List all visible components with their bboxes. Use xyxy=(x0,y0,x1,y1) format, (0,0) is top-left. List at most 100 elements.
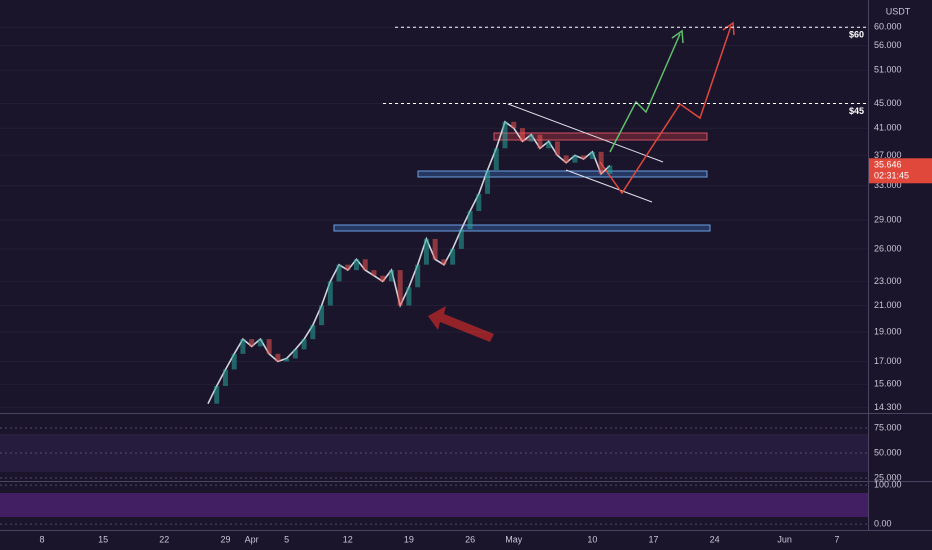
candle-body xyxy=(607,165,613,174)
y-tick-label: 100.00 xyxy=(874,479,902,489)
x-tick-label: 29 xyxy=(220,534,230,544)
countdown-label: 02:31:45 xyxy=(874,171,909,181)
candle-body xyxy=(380,275,386,282)
arrow-head xyxy=(671,29,684,44)
x-tick-label: 5 xyxy=(284,534,289,544)
y-tick-label: 56.000 xyxy=(874,40,902,50)
candle-body xyxy=(537,134,543,149)
candle-body xyxy=(406,287,412,306)
candle-body xyxy=(441,259,447,265)
candle-body xyxy=(423,238,429,265)
y-tick-label: 75.000 xyxy=(874,422,902,432)
y-tick-label: 33.000 xyxy=(874,180,902,190)
y-tick-label: 14.300 xyxy=(874,402,902,412)
y-tick-label: 45.000 xyxy=(874,98,902,108)
y-tick-label: 15.600 xyxy=(874,379,902,389)
y-tick-label: 60.000 xyxy=(874,22,902,32)
x-tick-label: 10 xyxy=(587,534,597,544)
candle-body xyxy=(554,141,560,156)
channel-line xyxy=(507,103,664,163)
x-tick-label: 22 xyxy=(159,534,169,544)
candle-body xyxy=(450,248,456,265)
y-tick-label: 25.000 xyxy=(874,472,902,482)
candle-body xyxy=(257,339,263,347)
candle-body xyxy=(292,349,298,359)
candle-body xyxy=(354,259,360,271)
x-tick-label: Apr xyxy=(245,534,259,544)
x-tick-label: 15 xyxy=(98,534,108,544)
candle-body xyxy=(476,193,482,211)
candle-body xyxy=(432,238,438,260)
price-line xyxy=(207,120,611,405)
y-tick-label: 21.000 xyxy=(874,300,902,310)
x-tick-label: May xyxy=(505,534,523,544)
y-tick-label: 51.000 xyxy=(874,65,902,75)
candle-body xyxy=(581,155,587,160)
y-tick-label: 26.000 xyxy=(874,243,902,253)
last-price-label: 35.646 xyxy=(874,160,902,170)
candle-body xyxy=(458,229,464,249)
candle-body xyxy=(266,339,272,354)
candle-body xyxy=(319,305,325,326)
y-tick-label: 29.000 xyxy=(874,214,902,224)
candle-body xyxy=(467,210,473,230)
last-price-tag xyxy=(869,158,932,184)
candle-body xyxy=(511,121,517,129)
candle-body xyxy=(371,270,377,276)
candle-body xyxy=(598,151,604,174)
support-zone xyxy=(333,224,711,232)
candle-body xyxy=(388,270,394,282)
unit-label: USDT xyxy=(886,6,911,16)
x-tick-label: 24 xyxy=(710,534,720,544)
stoch-band xyxy=(0,493,868,517)
y-tick-label: 19.000 xyxy=(874,326,902,336)
candle-body xyxy=(519,128,525,142)
candle-body xyxy=(546,141,552,149)
candle-body xyxy=(572,155,578,163)
candle-body xyxy=(231,353,237,370)
x-tick-label: 12 xyxy=(343,534,353,544)
candle-body xyxy=(327,281,333,306)
candle-body xyxy=(493,148,499,171)
resistance-zone xyxy=(493,132,708,141)
candle-body xyxy=(589,151,595,160)
candle-body xyxy=(502,121,508,149)
candle-body xyxy=(336,264,342,282)
channel-line xyxy=(565,169,653,203)
candle-body xyxy=(222,369,228,387)
candle-body xyxy=(249,339,255,347)
x-tick-label: 17 xyxy=(649,534,659,544)
candle-body xyxy=(275,353,281,362)
candle-body xyxy=(310,325,316,340)
candle-body xyxy=(362,259,368,271)
candle-body xyxy=(485,170,491,194)
y-tick-label: 0.00 xyxy=(874,519,892,529)
highlight-arrow xyxy=(428,306,494,342)
level-label: $45 xyxy=(849,106,864,116)
level-label: $60 xyxy=(849,30,864,40)
candle-body xyxy=(397,270,403,306)
y-tick-label: 37.000 xyxy=(874,150,902,160)
x-tick-label: 8 xyxy=(39,534,44,544)
candle-body xyxy=(345,264,351,271)
y-tick-label: 41.000 xyxy=(874,123,902,133)
candle-body xyxy=(284,358,290,362)
rsi-band xyxy=(0,434,868,472)
support-zone xyxy=(417,170,708,178)
projection-arrow xyxy=(609,33,681,153)
y-tick-label: 23.000 xyxy=(874,276,902,286)
candle-body xyxy=(528,134,534,142)
candle-body xyxy=(563,155,569,163)
candle-body xyxy=(240,339,246,354)
candle-body xyxy=(214,386,220,404)
x-tick-label: 26 xyxy=(465,534,475,544)
y-tick-label: 17.000 xyxy=(874,356,902,366)
x-tick-label: 19 xyxy=(404,534,414,544)
x-tick-label: 7 xyxy=(834,534,839,544)
candle-body xyxy=(415,264,421,288)
x-tick-label: Jun xyxy=(777,534,792,544)
candle-body xyxy=(301,339,307,350)
